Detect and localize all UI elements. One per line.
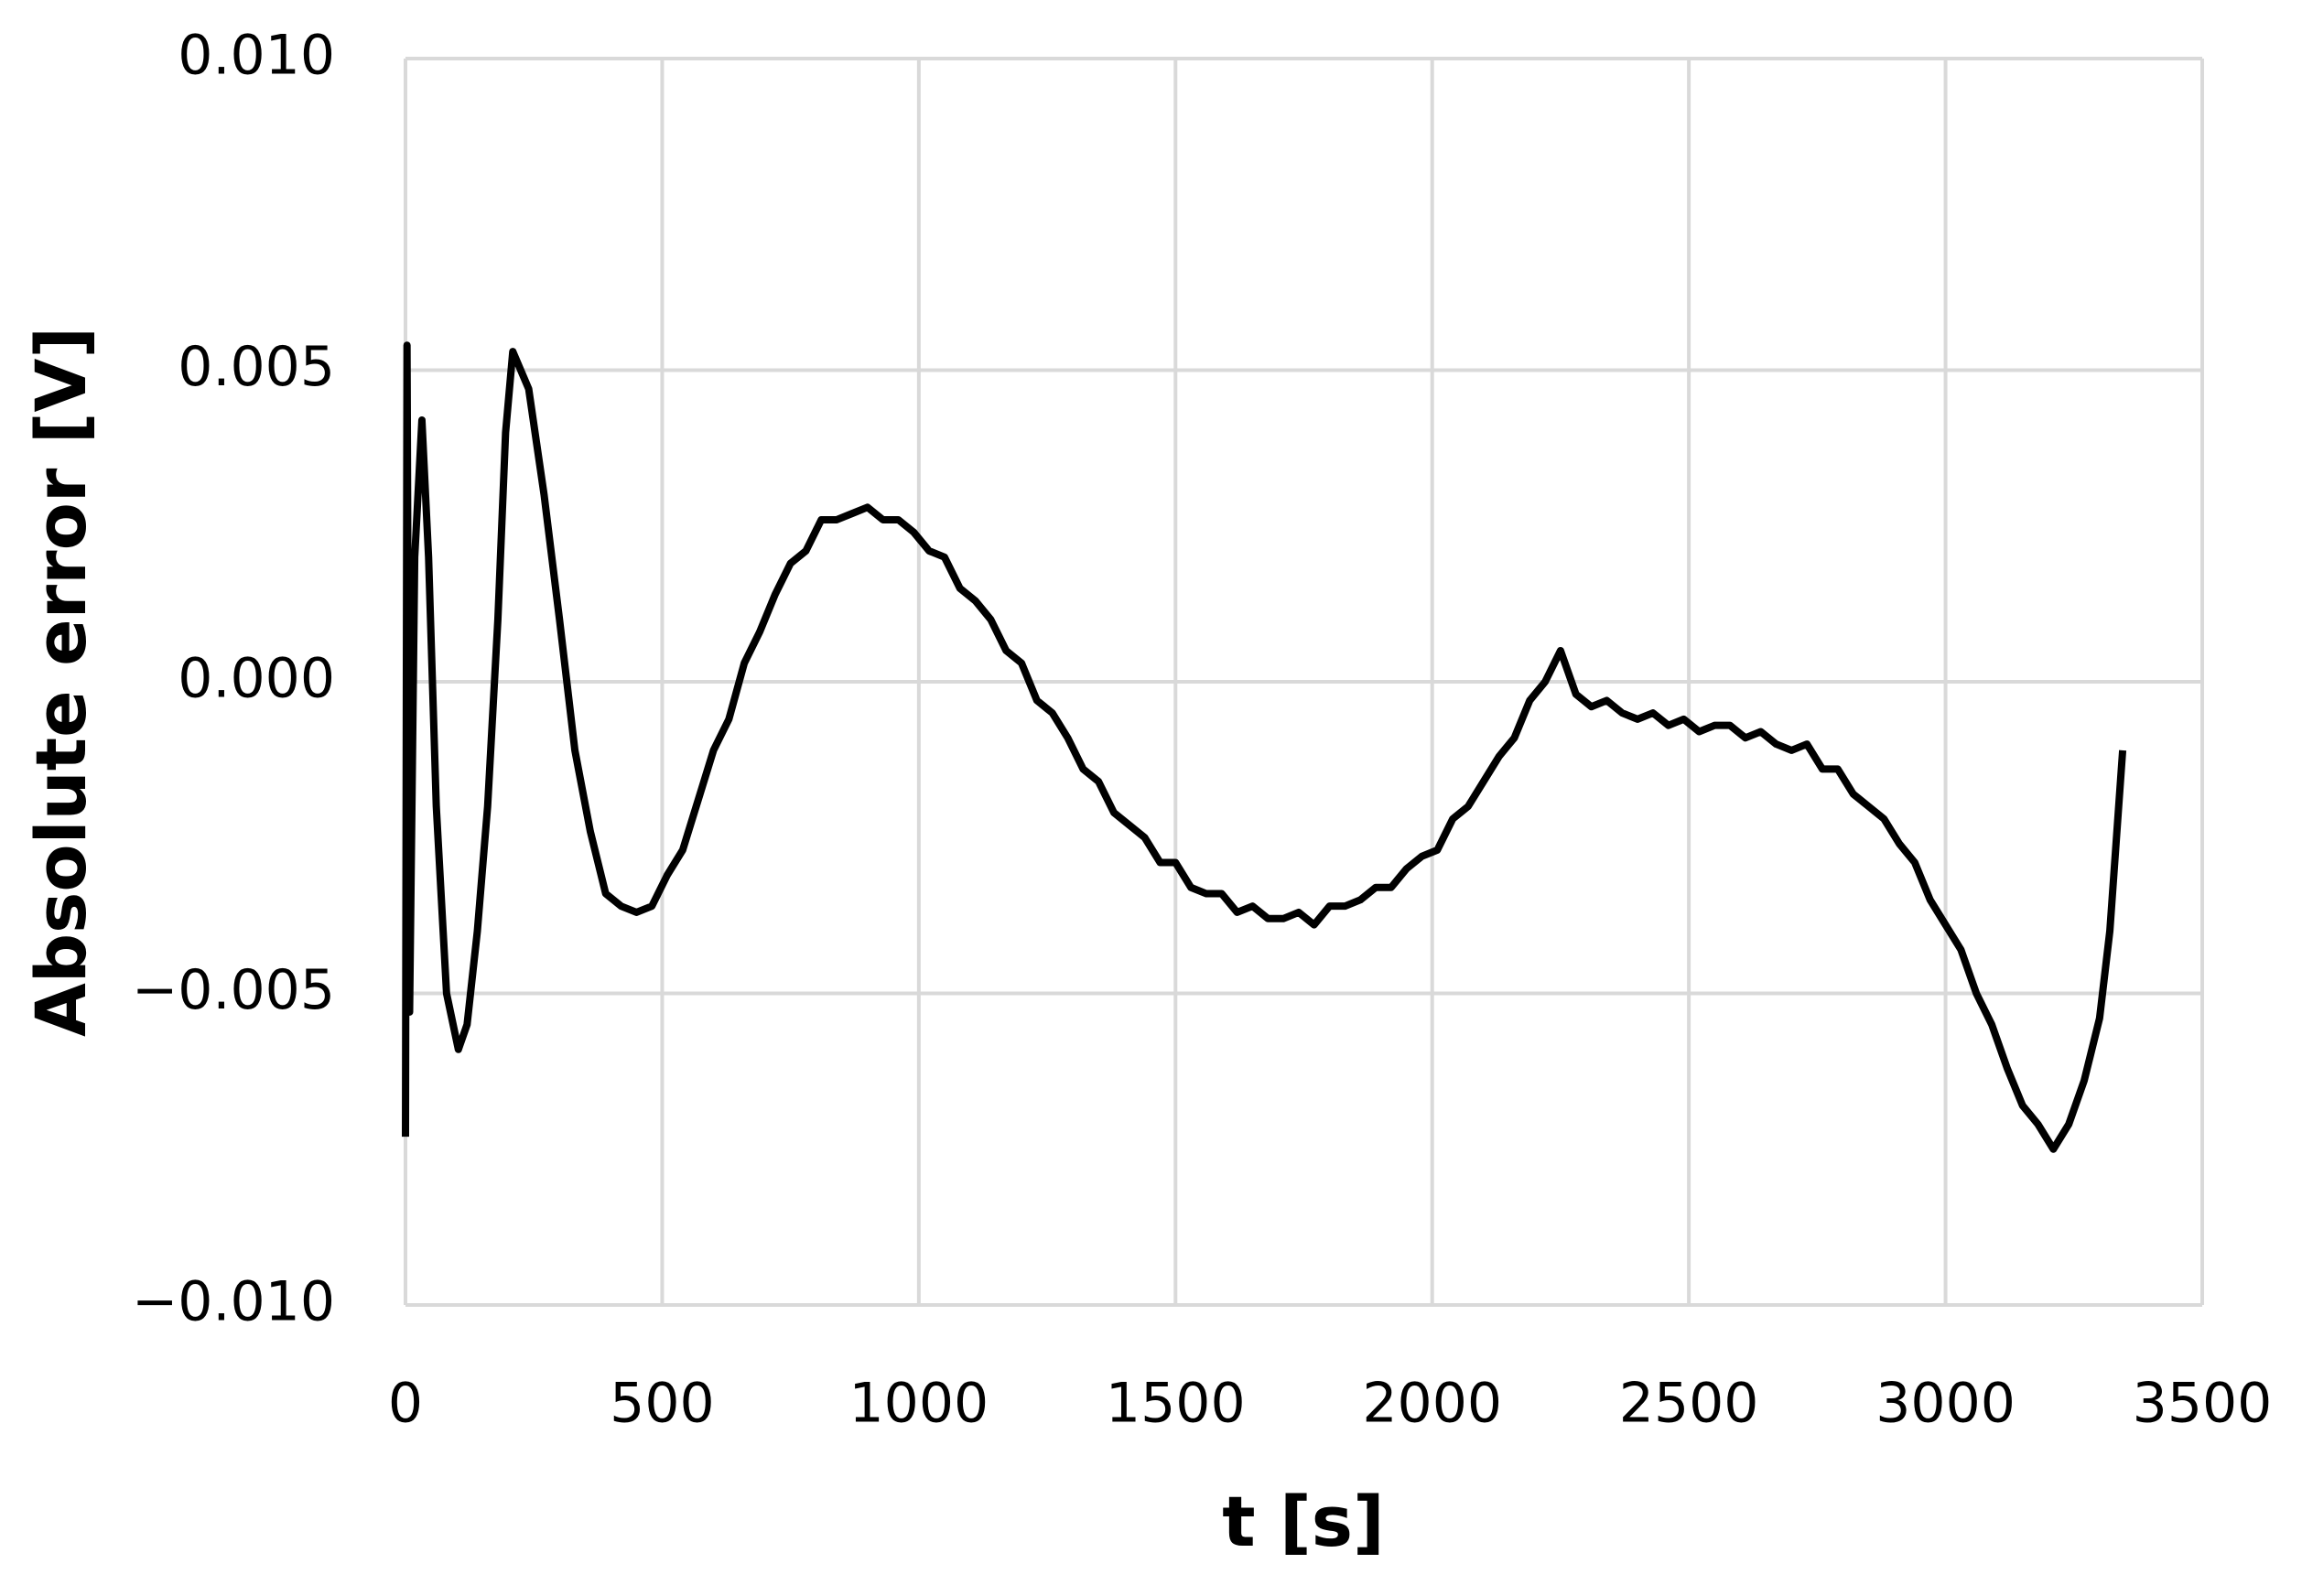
y-axis-title: Absolute error [V] bbox=[20, 327, 102, 1037]
data-line bbox=[402, 341, 2127, 1153]
x-tick-label: 1500 bbox=[1106, 1372, 1246, 1436]
x-tick-label: 500 bbox=[610, 1372, 715, 1436]
y-tick-label: −0.010 bbox=[132, 1270, 335, 1334]
y-tick-label: 0.000 bbox=[178, 647, 335, 711]
y-tick-label: −0.005 bbox=[132, 958, 335, 1022]
y-tick-label: 0.005 bbox=[178, 335, 335, 399]
x-tick-label: 1000 bbox=[849, 1372, 989, 1436]
x-tick-label: 3500 bbox=[2133, 1372, 2273, 1436]
x-axis-title: t [s] bbox=[1222, 1481, 1385, 1562]
x-tick-label: 2500 bbox=[1619, 1372, 1759, 1436]
x-tick-label: 2000 bbox=[1362, 1372, 1502, 1436]
x-tick-label: 3000 bbox=[1875, 1372, 2016, 1436]
x-tick-label: 0 bbox=[388, 1372, 423, 1436]
y-tick-label: 0.010 bbox=[178, 24, 335, 88]
